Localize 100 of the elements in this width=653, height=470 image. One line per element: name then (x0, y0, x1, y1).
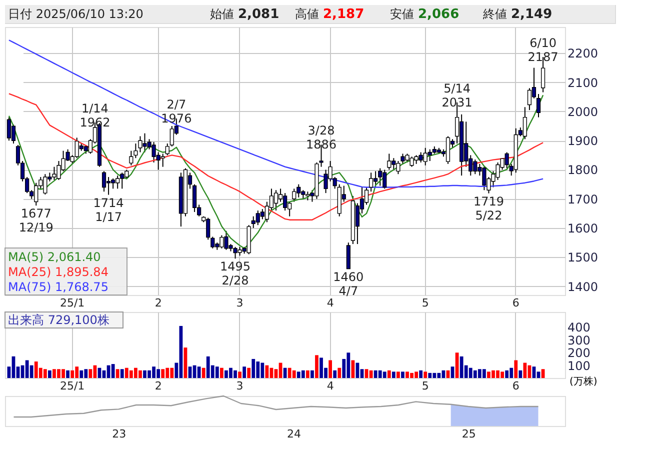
x-tick-label: 25/1 (60, 296, 85, 310)
x-tick-label: 6 (512, 380, 520, 392)
x-tick-label: 5 (422, 296, 429, 310)
annotation: 3/28 1886 (306, 124, 337, 152)
x-tick-label: 5 (422, 380, 429, 392)
bar (396, 372, 400, 378)
candlestick (364, 186, 369, 206)
text: 始値 2,081 (210, 7, 280, 22)
bar (333, 370, 337, 378)
bar (315, 355, 318, 378)
candlestick (210, 236, 215, 249)
candlestick (165, 143, 170, 156)
y-tick-label: 1500 (568, 250, 598, 265)
candlestick (522, 106, 527, 140)
x-tick-label: 6 (512, 296, 520, 310)
candlestick (446, 136, 450, 164)
x-tick-label: 3 (236, 296, 244, 310)
line-series (8, 93, 544, 220)
x-tick-label: 25/1 (60, 380, 85, 392)
bar (88, 369, 92, 378)
y-tick-label: 2200 (568, 46, 598, 61)
y-tick-label: 1400 (568, 280, 598, 294)
y-tick-label: 2100 (568, 76, 598, 90)
bar (428, 372, 432, 378)
annotation: 6/10 2187 (528, 36, 558, 64)
candlestick (160, 153, 165, 168)
bar (247, 368, 251, 378)
text: 高値 2,187 (295, 7, 364, 22)
y-tick-label: 100 (568, 358, 590, 373)
candlestick (346, 242, 350, 270)
bar (518, 370, 522, 378)
y-tick-label: 300 (568, 333, 590, 348)
bar (392, 372, 396, 378)
bar (505, 370, 509, 378)
y-tick-label: 400 (568, 320, 590, 335)
bar (202, 368, 206, 378)
y-tick-label: 1600 (568, 222, 598, 236)
annotation: 1460 4/7 (333, 270, 364, 298)
bar (111, 364, 115, 378)
bar (338, 368, 342, 378)
y-tick-label: 1700 (568, 192, 598, 206)
text: MA(75) 1,768.75 (8, 280, 108, 294)
text: 終値 2,149 (482, 7, 552, 22)
bar (401, 372, 404, 378)
bar (120, 369, 124, 378)
bar (66, 370, 70, 378)
chart-title: 出来高 729,100株 (8, 313, 110, 327)
candlestick (6, 116, 12, 142)
candlestick (134, 143, 138, 159)
candlestick (102, 170, 106, 192)
candlestick (355, 202, 360, 245)
bar (351, 360, 355, 378)
x-tick-label: 2 (154, 296, 162, 310)
candlestick (129, 150, 134, 166)
bar (70, 370, 74, 378)
y-axis-title: (万株) (570, 376, 598, 388)
candlestick (369, 172, 374, 192)
candlestick (292, 188, 296, 202)
text: 安値 2,066 (390, 7, 460, 22)
annotation: 2/7 1976 (161, 97, 192, 126)
bar (419, 370, 423, 378)
bar (382, 372, 386, 378)
x-tick-label: 4 (326, 380, 334, 392)
candlestick (378, 168, 382, 186)
x-tick-label: 4 (326, 296, 334, 310)
x-tick-label: 24 (286, 428, 301, 440)
candlestick (387, 153, 392, 170)
bar (424, 372, 428, 378)
x-tick-label: 2 (154, 380, 162, 392)
annotation: 1/14 1962 (80, 102, 110, 130)
bar (514, 360, 518, 378)
bar (161, 369, 165, 378)
bar (310, 370, 314, 378)
bar (292, 370, 296, 378)
bar (238, 372, 242, 378)
x-tick-label: 3 (236, 380, 244, 392)
bar (48, 370, 52, 378)
candlestick (504, 152, 509, 169)
chart-title: 日付 2025/06/10 13:20 (8, 7, 144, 21)
candlestick (192, 184, 197, 212)
bar (252, 358, 256, 378)
bar (197, 366, 201, 378)
bar (220, 368, 224, 378)
bar (215, 366, 219, 378)
bar (242, 366, 246, 378)
bar (301, 370, 305, 378)
candlestick (274, 190, 278, 212)
annotation: 1714 1/17 (93, 196, 124, 224)
bar (523, 362, 527, 378)
y-tick-label: 200 (568, 346, 590, 360)
text: MA(5) 2,061.40 (8, 250, 101, 264)
text: MA(25) 1,895.84 (8, 265, 108, 279)
bar (387, 370, 391, 378)
y-tick-label: 1800 (568, 163, 598, 178)
bar (43, 369, 47, 378)
candlestick (106, 176, 111, 196)
x-tick-label: 25 (462, 428, 476, 440)
x-tick-label: 23 (112, 428, 126, 440)
annotation: 1719 5/22 (473, 194, 504, 222)
annotation: 1677 12/19 (18, 206, 54, 235)
